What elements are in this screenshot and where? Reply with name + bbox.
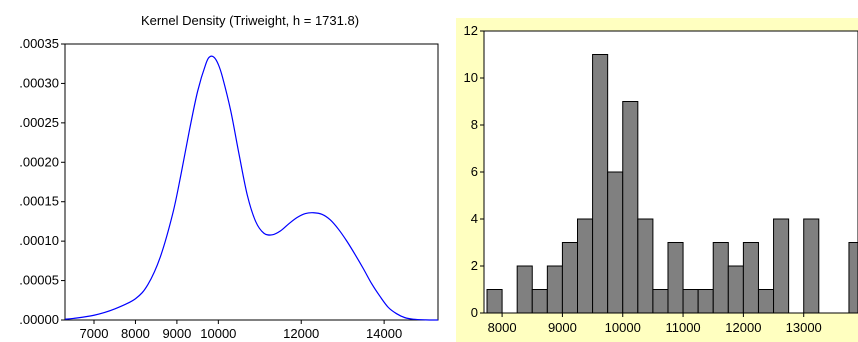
histogram-y-tick-label: 4 xyxy=(471,211,478,226)
kernel-density-plot-frame xyxy=(64,43,439,321)
histogram-x-tick-label: 13000 xyxy=(786,320,822,335)
kernel-density-y-tick-label: .00015 xyxy=(19,194,59,209)
histogram-y-tick-label: 12 xyxy=(464,23,478,38)
kernel-density-y-tick-label: .00000 xyxy=(19,312,59,327)
histogram-x-tick-label: 10000 xyxy=(605,320,641,335)
histogram-y-tick-label: 8 xyxy=(471,117,478,132)
histogram-bar xyxy=(622,101,639,314)
kernel-density-y-tick-label: .00025 xyxy=(19,115,59,130)
histogram-bar xyxy=(607,171,624,314)
histogram-bar xyxy=(773,218,790,314)
histogram-bar xyxy=(546,265,563,314)
kernel-density-y-tick-label: .00005 xyxy=(19,273,59,288)
histogram-bar xyxy=(742,242,759,314)
histogram-bar xyxy=(848,242,858,314)
histogram-panel: 0 2 4 6 8 10 12 8000 9000 10000 11000 12000 13000 xyxy=(456,18,858,342)
kernel-density-panel: Kernel Density (Triweight, h = 1731.8) .… xyxy=(19,13,439,341)
histogram-x-tick-label: 11000 xyxy=(665,320,700,335)
kernel-density-x-tick-label: 9000 xyxy=(162,326,191,341)
histogram-bar xyxy=(712,242,729,314)
histogram-x-tick-label: 12000 xyxy=(725,320,761,335)
kernel-density-y-tick-label: .00035 xyxy=(19,36,59,51)
histogram-bar xyxy=(531,289,548,314)
histogram-bar xyxy=(667,242,684,314)
histogram-bar xyxy=(727,265,744,314)
histogram-bar xyxy=(486,289,503,314)
histogram-bar xyxy=(757,289,775,314)
histogram-bar xyxy=(652,289,669,314)
kernel-density-y-tick-label: .00010 xyxy=(19,233,59,248)
histogram-bar xyxy=(561,242,579,314)
kernel-density-title: Kernel Density (Triweight, h = 1731.8) xyxy=(141,13,359,28)
histogram-y-tick-label: 6 xyxy=(471,164,478,179)
kernel-density-x-tick-label: 14000 xyxy=(366,326,402,341)
histogram-bar xyxy=(577,218,594,314)
histogram-bar xyxy=(682,289,699,314)
histogram-bar xyxy=(592,54,609,314)
kernel-density-y-tick-label: .00030 xyxy=(19,75,59,90)
histogram-x-axis: 8000 9000 10000 11000 12000 13000 xyxy=(488,313,822,335)
kernel-density-x-tick-label: 7000 xyxy=(80,326,109,341)
kernel-density-y-axis: .00000 .00005 .00010 .00015 .00020 .00025 .000… xyxy=(19,36,65,327)
histogram-y-tick-label: 2 xyxy=(471,258,478,273)
kernel-density-x-axis: 7000 8000 9000 10000 12000 14000 xyxy=(80,320,402,341)
kernel-density-y-tick-label: .00020 xyxy=(19,154,59,169)
histogram-x-tick-label: 8000 xyxy=(488,320,517,335)
histogram-y-axis: 0 2 4 6 8 10 12 xyxy=(464,23,484,320)
histogram-bar xyxy=(516,265,533,314)
kernel-density-x-tick-label: 10000 xyxy=(200,326,236,341)
kernel-density-x-tick-label: 12000 xyxy=(283,326,319,341)
histogram-y-tick-label: 0 xyxy=(471,305,478,320)
histogram-bar xyxy=(637,218,654,314)
histogram-bar xyxy=(803,218,820,314)
histogram-y-tick-label: 10 xyxy=(464,70,478,85)
histogram-bar xyxy=(697,289,714,314)
histogram-x-tick-label: 9000 xyxy=(548,320,577,335)
kernel-density-x-tick-label: 8000 xyxy=(121,326,150,341)
kernel-density-curve xyxy=(64,55,439,321)
